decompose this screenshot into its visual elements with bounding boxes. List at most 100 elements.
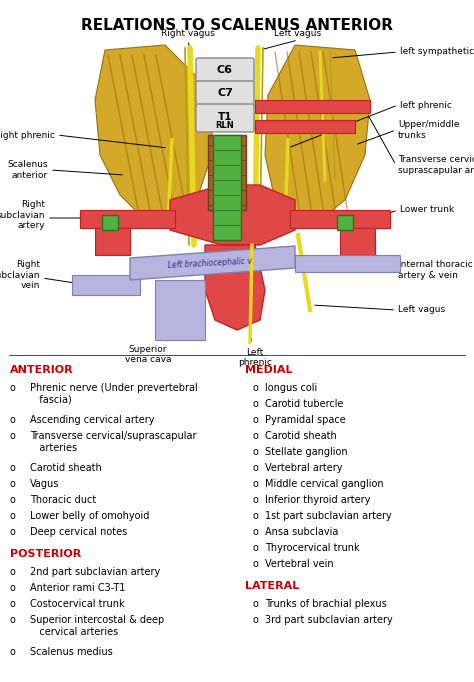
Polygon shape <box>337 215 353 230</box>
Text: Thoracic duct: Thoracic duct <box>30 495 96 505</box>
Text: Lower trunk: Lower trunk <box>400 205 454 215</box>
Text: Deep cervical notes: Deep cervical notes <box>30 527 127 537</box>
Polygon shape <box>80 210 175 228</box>
Text: 2nd part subclavian artery: 2nd part subclavian artery <box>30 567 160 577</box>
Text: o: o <box>10 615 16 625</box>
Text: Carotid sheath: Carotid sheath <box>265 431 337 441</box>
Text: Left brachiocephalic v: Left brachiocephalic v <box>168 256 252 269</box>
FancyBboxPatch shape <box>196 58 254 82</box>
Text: o: o <box>253 383 259 393</box>
Polygon shape <box>95 45 215 220</box>
Text: o: o <box>10 647 16 657</box>
Polygon shape <box>340 228 375 255</box>
Text: o: o <box>10 479 16 489</box>
Polygon shape <box>290 210 390 228</box>
Text: o: o <box>253 399 259 409</box>
Text: Superior intercostal & deep
   cervical arteries: Superior intercostal & deep cervical art… <box>30 615 164 636</box>
Polygon shape <box>95 228 130 255</box>
Text: RLN: RLN <box>216 121 234 130</box>
Text: o: o <box>10 599 16 609</box>
Text: o: o <box>253 559 259 569</box>
Text: Stellate ganglion: Stellate ganglion <box>265 447 347 457</box>
Text: Pyramidal space: Pyramidal space <box>265 415 346 425</box>
Text: Right
subclavian
artery: Right subclavian artery <box>0 200 45 230</box>
Text: 3rd part subclavian artery: 3rd part subclavian artery <box>265 615 393 625</box>
Polygon shape <box>265 45 370 220</box>
Text: o: o <box>10 463 16 473</box>
Text: o: o <box>10 495 16 505</box>
Text: Costocervical trunk: Costocervical trunk <box>30 599 125 609</box>
Text: POSTERIOR: POSTERIOR <box>10 549 81 559</box>
Polygon shape <box>72 275 140 295</box>
Polygon shape <box>130 246 295 280</box>
Text: o: o <box>10 383 16 393</box>
Text: longus coli: longus coli <box>265 383 317 393</box>
Text: Internal thoracic
artery & vein: Internal thoracic artery & vein <box>398 261 473 280</box>
Text: T1: T1 <box>218 112 232 122</box>
Text: o: o <box>253 415 259 425</box>
Text: Middle cervical ganglion: Middle cervical ganglion <box>265 479 383 489</box>
Text: LATERAL: LATERAL <box>245 581 299 591</box>
Text: Trunks of brachial plexus: Trunks of brachial plexus <box>265 599 387 609</box>
Text: Carotid tubercle: Carotid tubercle <box>265 399 344 409</box>
Text: Ansa subclavia: Ansa subclavia <box>265 527 338 537</box>
Polygon shape <box>213 135 241 240</box>
Text: Phrenic nerve (Under prevertebral
   fascia): Phrenic nerve (Under prevertebral fascia… <box>30 383 198 404</box>
Text: Scalenus medius: Scalenus medius <box>30 647 113 657</box>
Text: o: o <box>253 615 259 625</box>
Text: Left vagus: Left vagus <box>274 29 321 38</box>
Text: Transverse cervical &
suprascapular arteries: Transverse cervical & suprascapular arte… <box>398 155 474 175</box>
Text: o: o <box>10 431 16 441</box>
Polygon shape <box>205 245 265 330</box>
Polygon shape <box>255 100 370 113</box>
Text: left phrenic: left phrenic <box>400 100 452 110</box>
Text: C7: C7 <box>217 88 233 98</box>
Text: o: o <box>253 543 259 553</box>
Text: o: o <box>10 415 16 425</box>
Text: Carotid sheath: Carotid sheath <box>30 463 102 473</box>
Text: Transverse cervical/suprascapular
   arteries: Transverse cervical/suprascapular arteri… <box>30 431 197 453</box>
Text: Right phrenic: Right phrenic <box>0 130 55 140</box>
Polygon shape <box>155 280 205 340</box>
Polygon shape <box>102 215 118 230</box>
Text: Vagus: Vagus <box>30 479 59 489</box>
Text: o: o <box>253 479 259 489</box>
Text: o: o <box>253 431 259 441</box>
Text: 1st part subclavian artery: 1st part subclavian artery <box>265 511 392 521</box>
Text: Upper/middle
trunks: Upper/middle trunks <box>398 120 459 140</box>
Text: o: o <box>10 511 16 521</box>
Polygon shape <box>295 255 400 272</box>
Text: Right
subclavian
vein: Right subclavian vein <box>0 260 40 290</box>
Polygon shape <box>170 185 295 245</box>
Text: Vertebral artery: Vertebral artery <box>265 463 343 473</box>
Text: Thyrocervical trunk: Thyrocervical trunk <box>265 543 360 553</box>
Text: Ascending cervical artery: Ascending cervical artery <box>30 415 155 425</box>
Text: C6: C6 <box>217 65 233 75</box>
Text: Inferior thyroid artery: Inferior thyroid artery <box>265 495 370 505</box>
Text: Superior
vena cava: Superior vena cava <box>125 345 171 364</box>
Text: Scalenus
anterior: Scalenus anterior <box>8 160 48 179</box>
Text: o: o <box>10 567 16 577</box>
Text: RELATIONS TO SCALENUS ANTERIOR: RELATIONS TO SCALENUS ANTERIOR <box>81 18 393 33</box>
Text: Right vagus: Right vagus <box>161 29 215 38</box>
FancyBboxPatch shape <box>196 104 254 132</box>
Text: left sympathetic chain: left sympathetic chain <box>400 48 474 57</box>
Polygon shape <box>208 135 246 210</box>
Text: o: o <box>10 583 16 593</box>
Text: Vertebral vein: Vertebral vein <box>265 559 334 569</box>
Text: o: o <box>253 599 259 609</box>
FancyBboxPatch shape <box>196 81 254 105</box>
Text: o: o <box>253 527 259 537</box>
Text: ANTERIOR: ANTERIOR <box>10 365 73 375</box>
Text: Lower belly of omohyoid: Lower belly of omohyoid <box>30 511 149 521</box>
Text: Left vagus: Left vagus <box>398 306 445 314</box>
Text: o: o <box>253 463 259 473</box>
Text: o: o <box>253 447 259 457</box>
Text: o: o <box>253 495 259 505</box>
Text: Left
phrenic: Left phrenic <box>238 348 272 368</box>
Text: Anterior rami C3-T1: Anterior rami C3-T1 <box>30 583 126 593</box>
Text: o: o <box>10 527 16 537</box>
Polygon shape <box>255 120 355 133</box>
Text: MEDIAL: MEDIAL <box>245 365 292 375</box>
Text: o: o <box>253 511 259 521</box>
